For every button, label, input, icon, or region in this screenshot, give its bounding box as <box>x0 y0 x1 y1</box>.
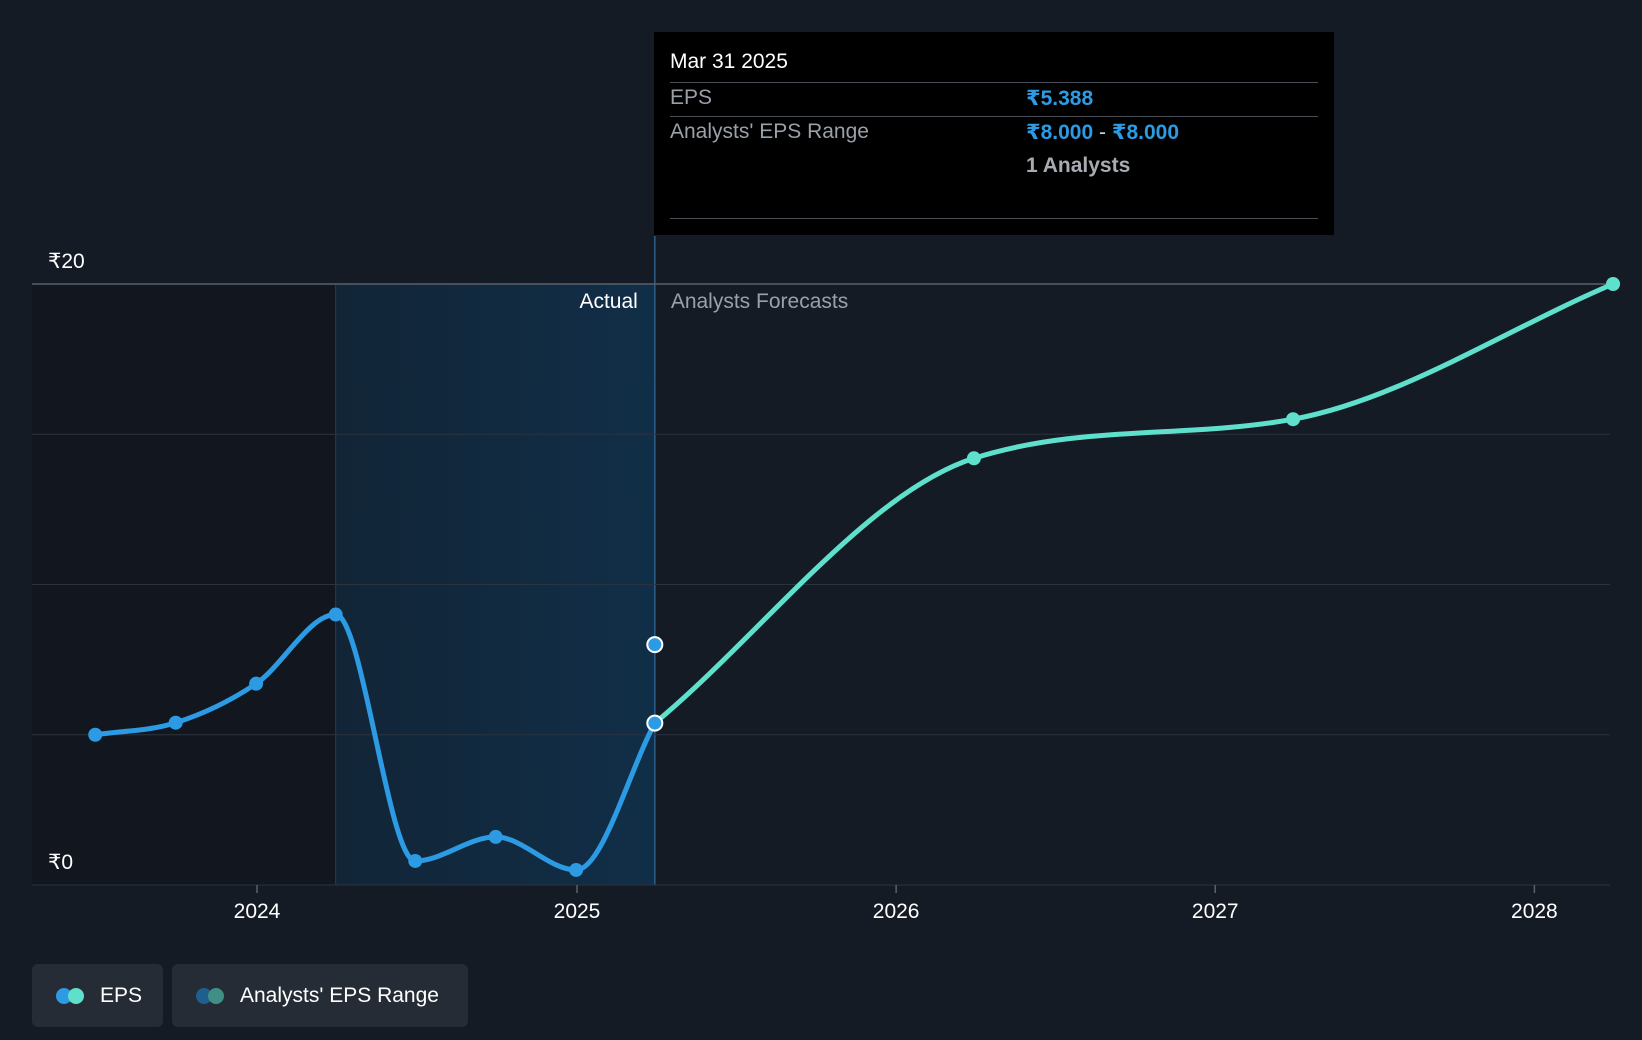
legend-eps-button[interactable]: EPS <box>32 964 163 1027</box>
eps-actual-point <box>488 829 503 844</box>
eps-actual-point <box>569 862 584 877</box>
tooltip-date: Mar 31 2025 <box>670 50 788 73</box>
tooltip-range-separator: - <box>1099 121 1107 144</box>
tooltip-divider <box>670 218 1318 219</box>
x-tick-label: 2024 <box>234 900 281 923</box>
tooltip-range-high: ₹8.000 <box>1111 121 1180 144</box>
forecast-section-label: Analysts Forecasts <box>671 290 848 313</box>
legend-range-label: Analysts' EPS Range <box>240 983 439 1007</box>
x-tick-label: 2027 <box>1192 900 1239 923</box>
legend-range-button[interactable]: Analysts' EPS Range <box>172 964 468 1027</box>
eps-tooltip: Mar 31 2025 EPS ₹5.388 Analysts' EPS Ran… <box>654 32 1334 235</box>
y-tick-label: ₹20 <box>48 250 85 273</box>
eps-range-point <box>646 636 664 654</box>
tooltip-range-value: ₹8.000 - ₹8.000 <box>1026 120 1179 145</box>
eps-actual-point <box>328 607 343 622</box>
tooltip-eps-value: ₹5.388 <box>1026 87 1094 110</box>
eps-forecast-line <box>652 281 1616 726</box>
eps-forecast-point <box>966 451 981 466</box>
tooltip-analysts-count: 1 Analysts <box>1026 154 1131 177</box>
x-tick-label: 2025 <box>554 900 601 923</box>
actual-section-label: Actual <box>579 290 637 313</box>
tooltip-range-label: Analysts' EPS Range <box>670 120 869 143</box>
eps-actual-point <box>168 715 183 730</box>
eps-forecast-point <box>1286 412 1301 427</box>
eps-actual-point-hovered <box>646 714 664 732</box>
eps-legend-icon <box>56 987 86 1004</box>
tooltip-range-low: ₹8.000 <box>1026 121 1094 144</box>
tooltip-eps-label: EPS <box>670 86 713 109</box>
x-tick-label: 2028 <box>1511 900 1558 923</box>
tooltip-divider <box>670 82 1318 83</box>
eps-actual-point <box>88 727 103 742</box>
x-tick-label: 2026 <box>873 900 920 923</box>
eps-actual-point <box>249 676 264 691</box>
range-legend-icon <box>196 987 226 1004</box>
eps-actual-point <box>408 853 423 868</box>
y-tick-label: ₹0 <box>48 851 73 874</box>
legend-eps-label: EPS <box>100 983 143 1007</box>
eps-forecast-point <box>1606 277 1621 291</box>
tooltip-divider <box>670 116 1318 117</box>
